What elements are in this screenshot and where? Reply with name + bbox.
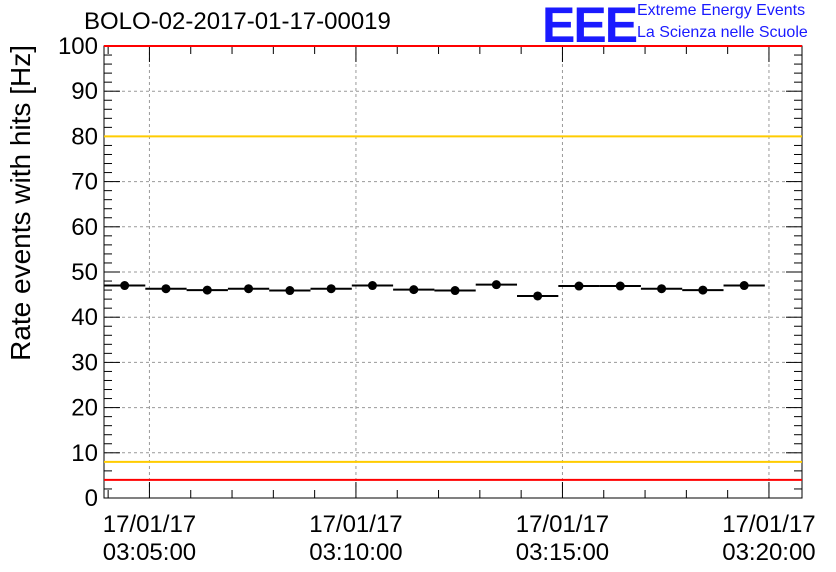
data-point xyxy=(367,281,377,291)
x-tick-label-date: 17/01/17 xyxy=(722,511,815,538)
data-point xyxy=(202,285,212,295)
data-point xyxy=(161,284,171,294)
y-tick-label: 60 xyxy=(71,214,98,241)
data-point xyxy=(450,286,460,296)
y-tick-label: 50 xyxy=(71,259,98,286)
x-tick-label-date: 17/01/17 xyxy=(516,511,609,538)
data-point xyxy=(533,291,543,301)
x-tick-label-time: 03:05:00 xyxy=(103,539,196,566)
x-tick-label-date: 17/01/17 xyxy=(103,511,196,538)
y-tick-label: 20 xyxy=(71,395,98,422)
data-point xyxy=(657,284,667,294)
x-tick-label-time: 03:15:00 xyxy=(516,539,609,566)
eee-logo-line2: La Scienza nelle Scuole xyxy=(637,24,808,41)
data-point xyxy=(739,281,749,291)
y-axis-label: Rate events with hits [Hz] xyxy=(5,45,36,361)
eee-logo-line1: Extreme Energy Events xyxy=(637,2,806,19)
chart-title: BOLO-02-2017-01-17-00019 xyxy=(84,8,391,35)
y-tick-label: 10 xyxy=(71,440,98,467)
y-tick-label: 30 xyxy=(71,349,98,376)
data-point xyxy=(326,284,336,294)
data-point xyxy=(244,284,254,294)
y-tick-label: 100 xyxy=(58,33,98,60)
data-point xyxy=(698,285,708,295)
x-tick-label-time: 03:10:00 xyxy=(309,539,402,566)
data-point xyxy=(285,286,295,296)
data-point xyxy=(120,281,130,291)
data-point xyxy=(409,285,419,295)
y-tick-label: 0 xyxy=(85,485,98,512)
data-point xyxy=(491,280,501,290)
x-tick-label-time: 03:20:00 xyxy=(722,539,815,566)
eee-logo-mark: EEE xyxy=(542,0,638,53)
data-point xyxy=(615,281,625,291)
y-tick-label: 90 xyxy=(71,78,98,105)
y-tick-label: 80 xyxy=(71,123,98,150)
x-tick-label-date: 17/01/17 xyxy=(309,511,402,538)
y-tick-label: 70 xyxy=(71,169,98,196)
y-tick-label: 40 xyxy=(71,304,98,331)
data-point xyxy=(574,281,584,291)
